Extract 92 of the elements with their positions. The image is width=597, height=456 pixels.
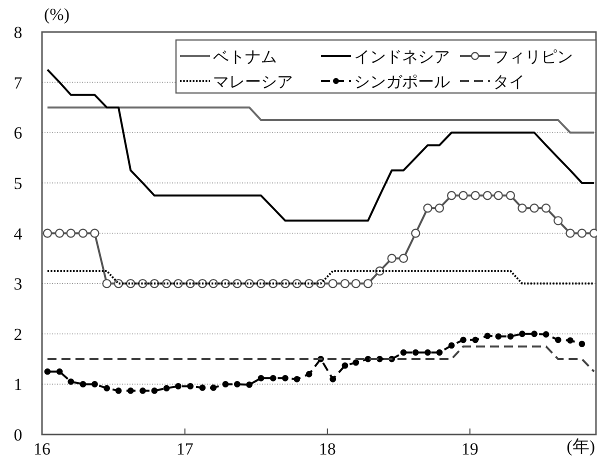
point — [542, 331, 550, 338]
point — [78, 228, 88, 238]
point — [554, 216, 563, 226]
point — [554, 336, 562, 344]
y-axis-title: (%) — [44, 5, 70, 24]
point — [541, 203, 551, 213]
point — [90, 228, 100, 238]
point — [484, 332, 491, 340]
y-tick-label: 0 — [14, 426, 22, 444]
point — [246, 381, 253, 388]
point — [567, 337, 574, 344]
y-tick-label: 3 — [14, 274, 22, 294]
legend-label: タイ — [493, 74, 525, 91]
point — [589, 228, 597, 238]
point — [330, 376, 336, 382]
point — [294, 376, 300, 382]
point — [518, 203, 527, 213]
line-series — [46, 68, 596, 222]
point — [411, 228, 420, 238]
x-tick-label: 19 — [461, 440, 478, 456]
y-tick-label: 5 — [14, 174, 22, 193]
point — [482, 190, 492, 200]
point — [234, 380, 240, 388]
point — [270, 374, 276, 382]
legend-label: インドネシア — [354, 49, 450, 66]
point — [175, 383, 182, 390]
point — [578, 340, 586, 348]
point — [80, 380, 86, 388]
legend-label: ベトナム — [213, 49, 277, 66]
point — [446, 190, 456, 200]
point — [342, 362, 348, 369]
point — [140, 388, 146, 394]
point — [104, 385, 110, 392]
point — [530, 203, 539, 213]
y-tick-label: 8 — [14, 23, 22, 42]
point — [151, 388, 158, 394]
point — [566, 228, 575, 238]
point — [54, 228, 64, 238]
y-tick-label: 2 — [14, 324, 22, 344]
point — [458, 190, 468, 200]
point — [436, 349, 443, 356]
point — [328, 278, 338, 288]
x-tick-label: 18 — [318, 440, 336, 456]
point — [460, 336, 466, 344]
x-tick-label: 16 — [34, 440, 50, 456]
point — [222, 380, 229, 388]
point — [163, 385, 170, 392]
point — [495, 333, 502, 340]
point — [494, 190, 503, 200]
point — [306, 370, 312, 378]
point — [68, 378, 74, 385]
point — [363, 278, 373, 288]
point — [577, 228, 587, 238]
point — [412, 349, 419, 356]
point — [127, 388, 134, 394]
point — [42, 228, 52, 238]
point — [92, 380, 98, 388]
point — [507, 333, 514, 340]
y-tick-label: 1 — [14, 375, 22, 394]
point — [351, 278, 360, 288]
x-axis-title: (年) — [566, 437, 595, 456]
point — [56, 368, 63, 375]
point — [282, 374, 288, 382]
y-tick-label: 6 — [14, 124, 22, 143]
point — [519, 330, 526, 338]
point — [352, 359, 360, 366]
point — [258, 374, 264, 382]
point — [400, 349, 407, 356]
point — [66, 228, 76, 238]
point — [506, 190, 516, 200]
point — [115, 388, 122, 394]
y-tick-label: 4 — [14, 224, 23, 244]
point — [102, 278, 112, 288]
point — [434, 203, 444, 213]
point — [187, 383, 194, 390]
legend-label: マレーシア — [213, 74, 293, 91]
point — [531, 330, 538, 338]
point — [472, 336, 479, 344]
point — [340, 278, 350, 288]
point — [448, 342, 455, 349]
point — [423, 203, 432, 213]
point — [44, 368, 51, 375]
point — [470, 190, 480, 200]
legend-label: シンガポール — [354, 74, 450, 91]
legend-label: フィリピン — [493, 49, 573, 66]
point — [210, 384, 217, 391]
point — [387, 254, 396, 264]
point — [398, 254, 408, 264]
x-tick-label: 17 — [176, 440, 194, 456]
point — [424, 349, 431, 356]
point — [199, 384, 206, 391]
y-tick-label: 7 — [14, 73, 23, 92]
